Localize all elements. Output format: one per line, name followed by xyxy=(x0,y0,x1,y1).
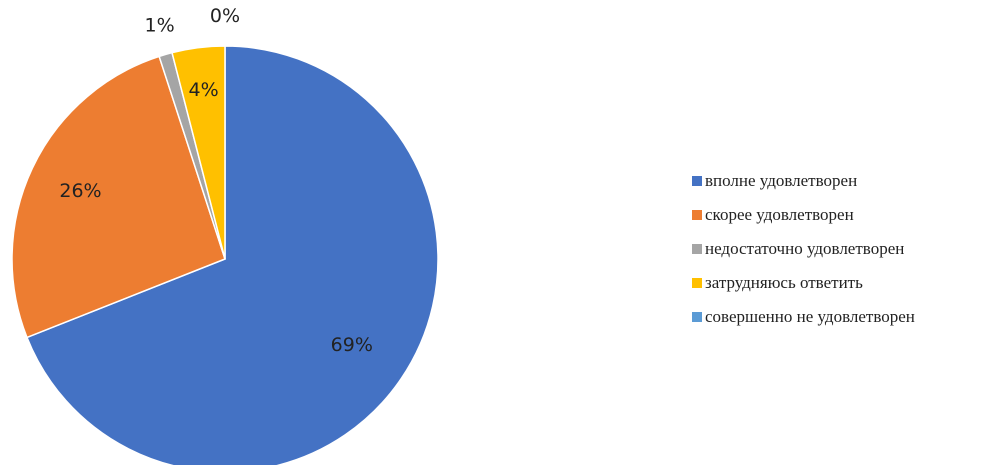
legend-item: недостаточно удовлетворен xyxy=(692,232,915,266)
pie-slices xyxy=(11,45,439,465)
legend-label: вполне удовлетворен xyxy=(705,171,858,190)
pie-slice-затрудняюсь-ответить xyxy=(171,45,226,260)
legend-swatch xyxy=(692,312,702,322)
legend-swatch xyxy=(692,244,702,254)
legend-label: совершенно не удовлетворен xyxy=(705,307,915,326)
legend-label: затрудняюсь ответить xyxy=(705,273,863,292)
legend-item: совершенно не удовлетворен xyxy=(692,300,915,334)
data-label-недостаточно-удовлетворен: 1% xyxy=(145,15,175,37)
data-label-совершенно-не-удовлетворен: 0% xyxy=(210,5,240,27)
chart-legend: вполне удовлетворен скорее удовлетворен не… xyxy=(692,164,915,334)
legend-label: недостаточно удовлетворен xyxy=(705,239,905,258)
pie-slice-скорее-удовлетворен xyxy=(11,55,226,339)
pie-slice-вполне-удовлетворен xyxy=(25,45,439,465)
legend-swatch xyxy=(692,176,702,186)
legend-label: скорее удовлетворен xyxy=(705,205,854,224)
legend-item: вполне удовлетворен xyxy=(692,164,915,198)
legend-swatch xyxy=(692,210,702,220)
data-label-вполне-удовлетворен: 69% xyxy=(331,334,373,356)
legend-swatch xyxy=(692,278,702,288)
pie-data-labels: 69% 26% 1% 4% 0% xyxy=(59,5,373,356)
data-label-затрудняюсь-ответить: 4% xyxy=(189,79,219,101)
legend-item: скорее удовлетворен xyxy=(692,198,915,232)
data-label-скорее-удовлетворен: 26% xyxy=(59,180,101,202)
legend-item: затрудняюсь ответить xyxy=(692,266,915,300)
